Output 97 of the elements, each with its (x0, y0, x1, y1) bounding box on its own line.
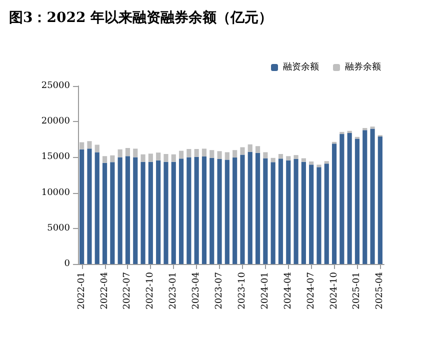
bar (309, 161, 314, 165)
y-tick-label: 20000 (41, 116, 70, 127)
legend-label: 融资余额 (283, 62, 319, 72)
bar (178, 158, 184, 264)
bar (171, 162, 176, 264)
bar (301, 158, 306, 162)
y-tick-label: 15000 (41, 152, 70, 162)
x-tick-label: 2022-04 (100, 272, 110, 310)
bar (80, 149, 84, 264)
bar (110, 162, 115, 264)
x-tick-label: 2022-10 (146, 272, 156, 310)
bar (178, 150, 184, 159)
bar (332, 144, 337, 264)
bar (294, 155, 298, 159)
bar (164, 154, 168, 162)
bar (263, 158, 268, 264)
bar (255, 146, 260, 153)
bar (370, 128, 375, 264)
chart-title: 图3：2022 年以来融资融券余额（亿元） (9, 9, 273, 26)
y-tick-label: 0 (64, 259, 70, 269)
bar (194, 156, 199, 264)
bar (156, 152, 161, 160)
bar (133, 157, 138, 264)
x-tick-label: 2023-07 (214, 272, 225, 310)
legend-label: 融券余额 (345, 62, 381, 72)
x-tick-label: 2024-04 (283, 272, 294, 310)
bar (133, 148, 138, 158)
bar (378, 136, 382, 264)
bar (270, 162, 276, 264)
bar (224, 152, 230, 160)
y-tick-label: 10000 (41, 188, 70, 198)
bar (194, 149, 199, 157)
bar (248, 144, 252, 152)
x-tick-label: 2023-01 (168, 272, 179, 310)
bar (125, 148, 130, 156)
bar (171, 154, 176, 162)
x-tick-label: 2025-01 (352, 272, 362, 310)
bar (340, 134, 344, 264)
bar (248, 152, 252, 264)
x-tick-label: 2022-07 (122, 272, 133, 310)
bar (80, 142, 84, 150)
bar (156, 160, 161, 264)
bar (148, 162, 153, 264)
bar (210, 158, 214, 264)
bar (118, 157, 122, 264)
bar (362, 130, 368, 264)
bar (94, 152, 100, 264)
bar (316, 167, 322, 264)
bar (294, 158, 298, 264)
bar (202, 148, 207, 156)
bar (217, 158, 222, 264)
bar (140, 162, 146, 264)
bar (217, 151, 222, 159)
bar (94, 144, 100, 152)
bar (232, 150, 238, 158)
y-tick-label: 25000 (41, 81, 70, 91)
bar (286, 156, 291, 160)
bar (186, 157, 192, 264)
bar (278, 154, 284, 159)
bar (148, 154, 153, 162)
y-tick-label: 5000 (47, 223, 70, 234)
bar (87, 148, 92, 264)
bar (125, 156, 130, 264)
bar (347, 132, 352, 264)
bar (140, 154, 146, 162)
x-tick-label: 2024-01 (260, 272, 270, 310)
bar (263, 152, 268, 158)
x-tick-label: 2022-01 (76, 272, 87, 310)
bar (102, 162, 108, 264)
bar (210, 150, 214, 158)
bar (87, 141, 92, 149)
bar (316, 164, 322, 168)
bar (110, 155, 115, 162)
bar (232, 158, 238, 264)
x-tick-label: 2023-10 (237, 272, 248, 310)
bar (240, 147, 245, 155)
x-tick-label: 2023-04 (192, 272, 202, 310)
x-tick-label: 2025-04 (375, 272, 386, 310)
bar (186, 149, 192, 158)
bar (324, 164, 329, 264)
bar (118, 149, 122, 158)
bar (301, 162, 306, 264)
bar (102, 156, 108, 163)
bar (354, 138, 360, 264)
bar (286, 160, 291, 264)
bar (164, 162, 168, 264)
bar (224, 160, 230, 264)
bar (340, 132, 344, 134)
bar (240, 154, 245, 264)
bar (309, 164, 314, 264)
bar (202, 156, 207, 264)
bar (270, 158, 276, 162)
x-tick-label: 2024-10 (329, 272, 340, 310)
bar (324, 161, 329, 164)
bar (278, 158, 284, 264)
bar (255, 152, 260, 264)
x-tick-label: 2024-07 (306, 272, 316, 310)
